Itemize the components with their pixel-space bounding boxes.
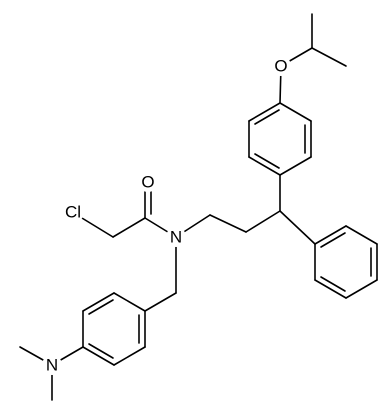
- label-mask: [138, 172, 158, 192]
- atom-label: N: [46, 356, 58, 375]
- bond: [113, 292, 146, 312]
- bond: [76, 214, 114, 238]
- bond: [248, 156, 281, 176]
- bond: [245, 210, 281, 233]
- atom-label: O: [274, 57, 287, 76]
- bond: [345, 279, 378, 299]
- bonds: [19, 13, 378, 401]
- bond: [279, 102, 312, 122]
- atom-label: Cl: [65, 203, 81, 222]
- bond: [254, 153, 280, 169]
- bond: [311, 47, 347, 67]
- bond: [320, 276, 346, 292]
- label-mask: [271, 56, 291, 76]
- bond: [254, 109, 280, 125]
- bond: [144, 292, 177, 312]
- bond: [112, 217, 146, 238]
- bond: [320, 232, 346, 248]
- bond: [314, 225, 347, 245]
- atom-label: O: [141, 173, 154, 192]
- bond: [314, 279, 347, 299]
- bond: [88, 299, 114, 315]
- bond: [248, 102, 281, 122]
- label-mask: [42, 355, 62, 375]
- bond: [279, 156, 312, 176]
- bond: [209, 214, 247, 233]
- bond: [88, 343, 114, 359]
- bond: [279, 210, 316, 245]
- bond: [82, 292, 115, 312]
- label-mask: [166, 227, 186, 247]
- bond: [82, 346, 115, 366]
- bond: [113, 346, 146, 366]
- label-mask: [62, 201, 84, 223]
- bond: [345, 225, 378, 245]
- atom-labels: O Cl N O N: [42, 56, 291, 375]
- atom-label: N: [170, 228, 182, 247]
